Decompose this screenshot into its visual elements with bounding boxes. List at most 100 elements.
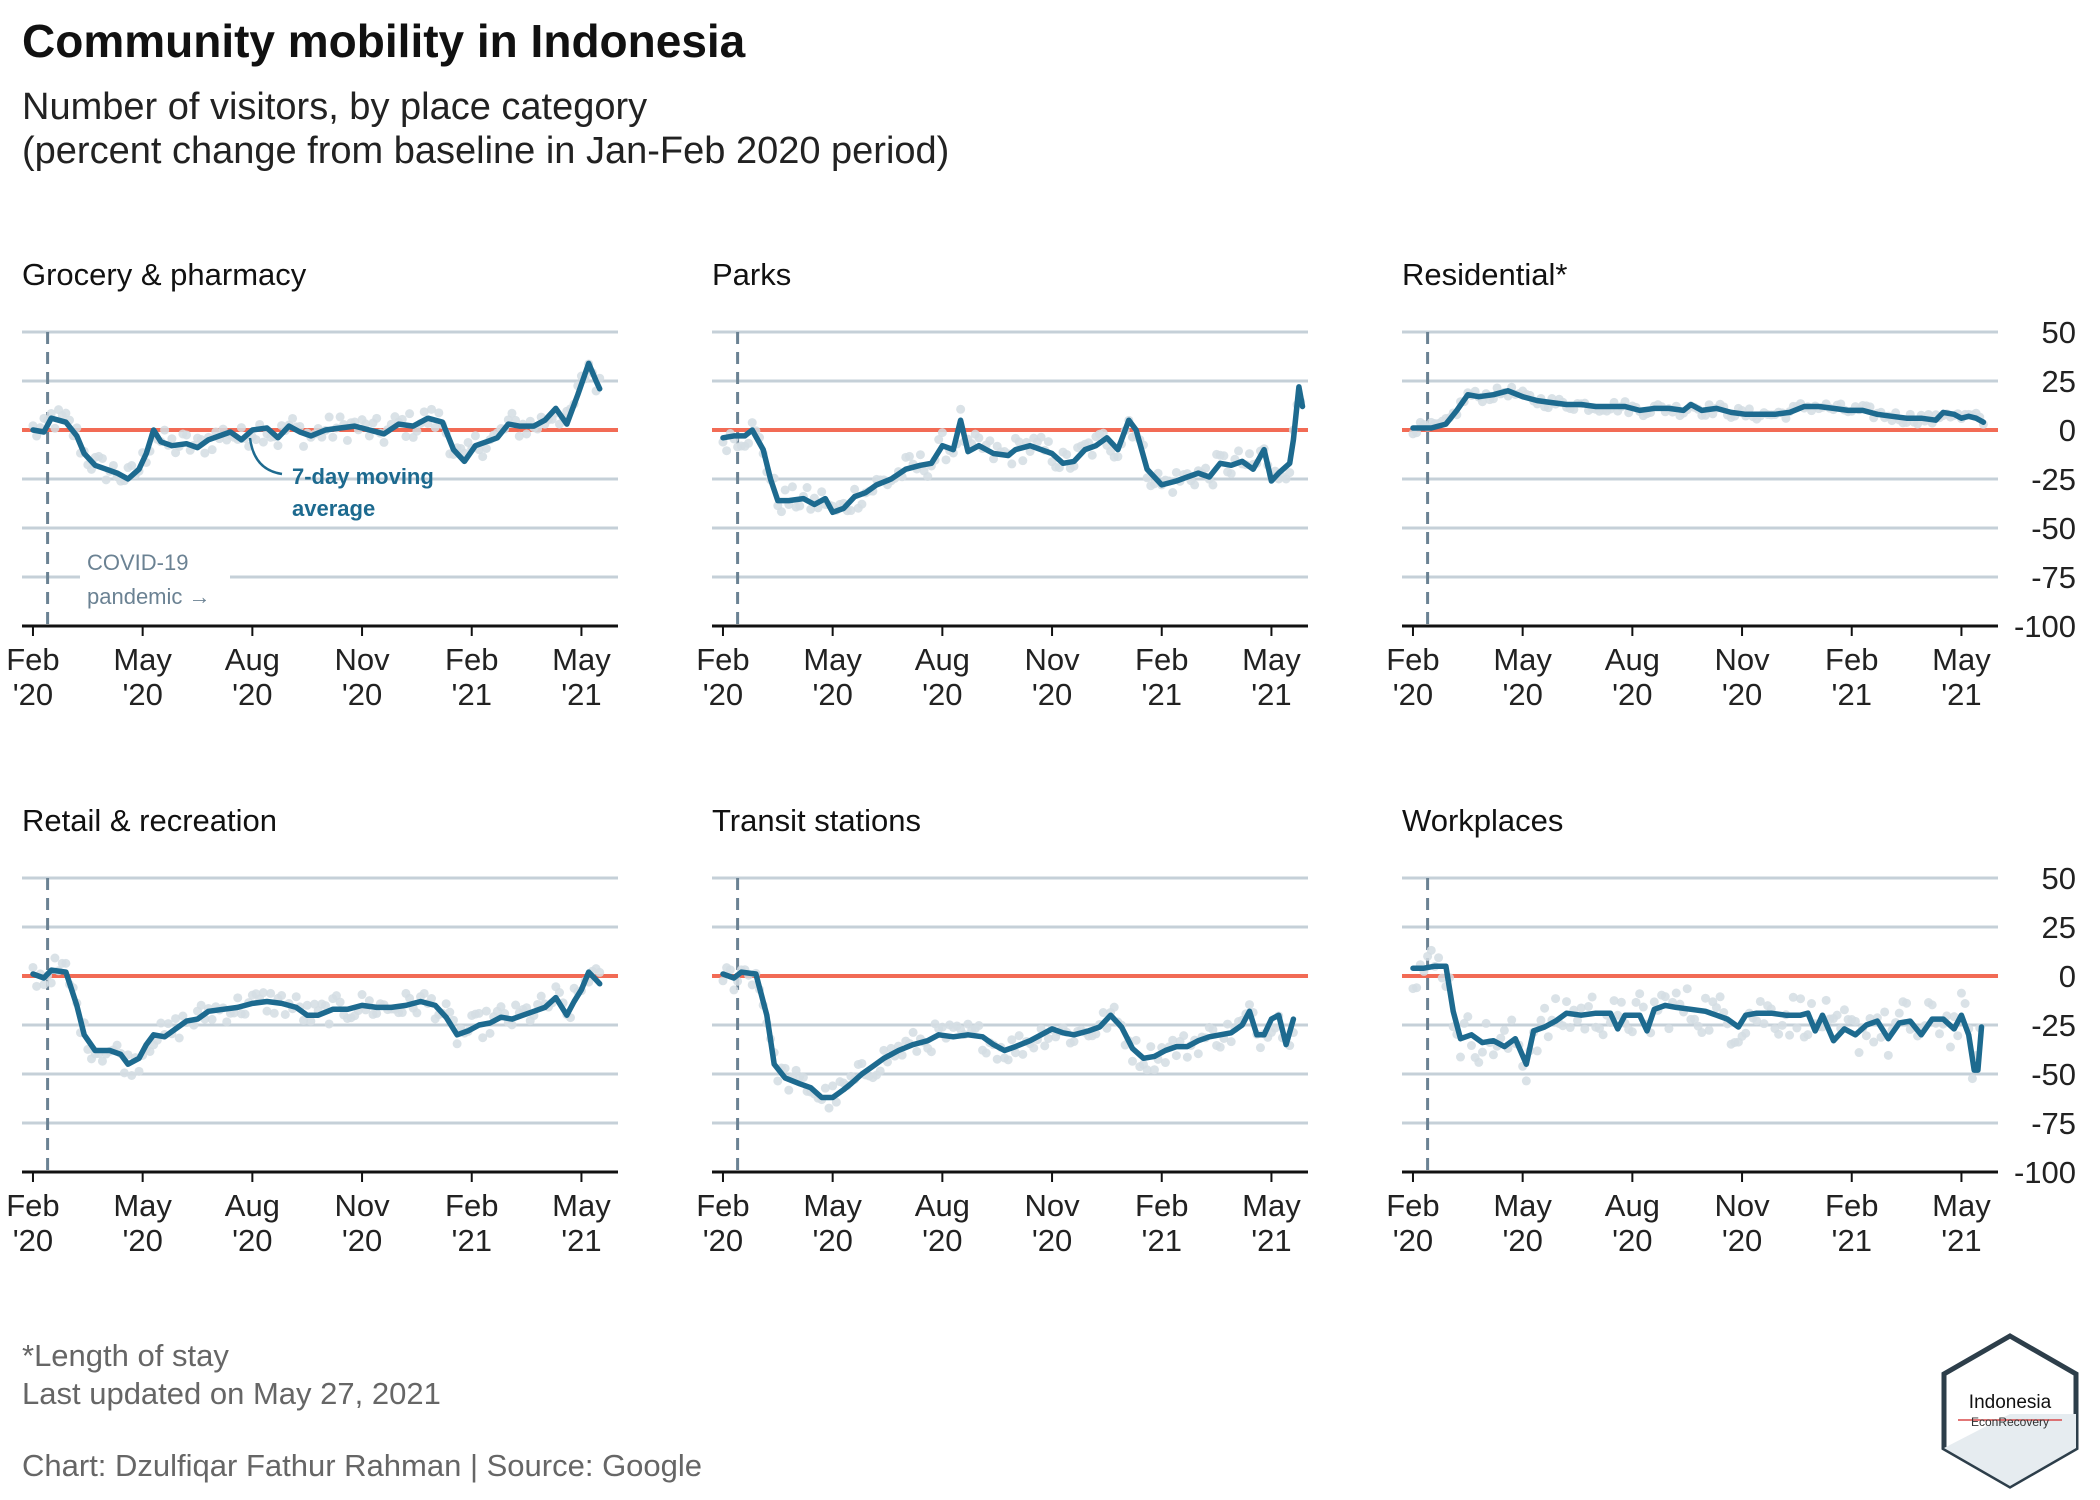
x-tick-label: Feb — [6, 1188, 59, 1223]
daily-point — [1934, 1029, 1944, 1039]
x-tick-label: Aug — [225, 1188, 280, 1223]
daily-point — [50, 423, 60, 433]
daily-point — [1752, 1016, 1762, 1026]
panel-title: Workplaces — [1402, 803, 1563, 838]
panel-residential: Residential*Feb'20May'20Aug'20Nov'20Feb'… — [1386, 257, 2076, 712]
daily-point — [507, 1020, 517, 1030]
daily-point — [1861, 1031, 1871, 1041]
daily-point — [915, 450, 925, 460]
daily-point — [1785, 1030, 1795, 1040]
daily-point — [974, 1021, 984, 1031]
y-tick-label: 50 — [2042, 861, 2076, 896]
daily-point — [1540, 1003, 1550, 1013]
panel-title: Grocery & pharmacy — [22, 257, 307, 292]
daily-point — [328, 432, 338, 442]
daily-point — [1613, 1010, 1623, 1020]
daily-point — [857, 499, 867, 509]
daily-point — [1583, 1002, 1593, 1012]
daily-point — [798, 1072, 808, 1082]
x-tick-label: Nov — [334, 642, 390, 677]
panel-retail-recreation: Retail & recreationFeb'20May'20Aug'20Nov… — [6, 803, 618, 1258]
x-tick-label: May — [803, 642, 862, 677]
daily-point — [1477, 397, 1487, 407]
x-tick-label: May — [552, 1188, 611, 1223]
daily-point — [981, 1048, 991, 1058]
daily-point — [923, 472, 933, 482]
covid-label-bg — [80, 544, 230, 618]
daily-point — [182, 430, 192, 440]
y-tick-label: 0 — [2059, 959, 2076, 994]
x-tick-label: Nov — [1714, 642, 1770, 677]
daily-point — [1850, 1016, 1860, 1026]
x-tick-label: Nov — [334, 1188, 390, 1223]
daily-point — [97, 1056, 107, 1066]
covid-label: COVID-19 — [87, 550, 188, 575]
daily-point — [127, 1070, 137, 1080]
moving-average-label: 7-day moving — [292, 464, 434, 489]
daily-point — [725, 965, 735, 975]
x-tick-label: Feb — [445, 1188, 498, 1223]
daily-point — [1477, 1047, 1487, 1057]
daily-point — [405, 409, 415, 419]
covid-label: pandemic → — [87, 584, 211, 609]
daily-point — [1226, 1037, 1236, 1047]
x-tick-label: Feb — [696, 1188, 749, 1223]
daily-point — [1434, 953, 1444, 963]
daily-point — [1160, 1058, 1170, 1068]
daily-point — [1565, 1023, 1575, 1033]
daily-point — [335, 997, 345, 1007]
daily-point — [1839, 1005, 1849, 1015]
x-tick-label: '20 — [1393, 677, 1433, 712]
x-tick-label: '20 — [1722, 1223, 1762, 1258]
econrecovery-logo: Indonesia EconRecovery — [1941, 1333, 2079, 1489]
x-tick-label: '20 — [1612, 1223, 1652, 1258]
daily-point — [1902, 998, 1912, 1008]
daily-point — [1171, 467, 1181, 477]
daily-point — [236, 423, 246, 433]
daily-point — [857, 1058, 867, 1068]
x-tick-label: Feb — [1825, 642, 1878, 677]
logo-text-line1: Indonesia — [1969, 1392, 2052, 1413]
x-tick-label: Feb — [1386, 642, 1439, 677]
daily-point — [1664, 1024, 1674, 1034]
daily-point — [1913, 419, 1923, 429]
daily-point — [1215, 1042, 1225, 1052]
moving-average-line — [1410, 963, 1985, 1073]
daily-point — [258, 988, 268, 998]
daily-point — [324, 412, 334, 422]
daily-point — [1532, 1046, 1542, 1056]
daily-point — [787, 482, 797, 492]
daily-point — [1671, 988, 1681, 998]
daily-point — [1219, 451, 1229, 461]
daily-point — [1598, 1030, 1608, 1040]
daily-point — [478, 452, 488, 462]
daily-point — [61, 958, 71, 968]
daily-point — [1018, 456, 1028, 466]
daily-point — [1244, 449, 1254, 459]
x-tick-label: '20 — [1393, 1223, 1433, 1258]
daily-point — [1649, 997, 1659, 1007]
x-tick-label: Aug — [915, 1188, 970, 1223]
x-tick-label: May — [1242, 1188, 1301, 1223]
daily-point — [1459, 1018, 1469, 1028]
x-tick-label: '21 — [452, 677, 492, 712]
daily-point — [1040, 1041, 1050, 1051]
daily-point — [251, 435, 261, 445]
daily-point — [258, 437, 268, 447]
y-tick-label: -25 — [2031, 1008, 2076, 1043]
daily-point — [1807, 999, 1817, 1009]
daily-point — [233, 993, 243, 1003]
x-tick-label: '21 — [1941, 1223, 1981, 1258]
daily-point — [277, 990, 287, 1000]
x-tick-label: '20 — [812, 677, 852, 712]
y-tick-label: -100 — [2014, 609, 2076, 644]
daily-point — [1759, 1019, 1769, 1029]
daily-point — [1193, 1049, 1203, 1059]
daily-point — [1792, 1023, 1802, 1033]
daily-point — [101, 475, 111, 485]
chart-credit: Chart: Dzulfiqar Fathur Rahman | Source:… — [22, 1448, 703, 1483]
x-tick-label: '21 — [1142, 677, 1182, 712]
daily-point — [747, 980, 757, 990]
panel-transit-stations: Transit stationsFeb'20May'20Aug'20Nov'20… — [696, 803, 1308, 1258]
